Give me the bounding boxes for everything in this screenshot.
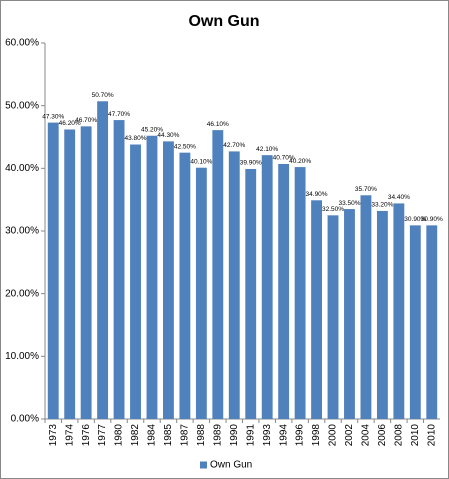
bar [64, 129, 76, 420]
bar [426, 225, 438, 419]
bar [195, 167, 207, 419]
bar [245, 168, 257, 419]
y-tick-label: 20.00% [5, 288, 39, 299]
x-tick-label: 1976 [81, 424, 92, 447]
bar [130, 144, 141, 419]
bar [47, 122, 59, 419]
x-tick-label: 1985 [163, 424, 174, 447]
y-tick-label: 60.00% [5, 38, 39, 49]
bar [409, 225, 421, 419]
data-label: 46.70% [75, 117, 97, 124]
data-label: 46.20% [59, 120, 81, 127]
x-tick-label: 1980 [114, 424, 125, 447]
x-tick-label: 1977 [97, 424, 108, 447]
data-label: 33.20% [371, 202, 393, 209]
bar [294, 167, 306, 419]
data-label: 43.80% [124, 135, 146, 142]
bar [97, 101, 109, 419]
y-tick-label: 50.00% [5, 100, 39, 111]
data-label: 45.20% [141, 126, 163, 133]
x-tick-label: 1988 [196, 424, 207, 447]
x-tick-label: 1994 [278, 424, 289, 447]
data-label: 40.70% [273, 155, 295, 162]
data-label: 40.10% [190, 158, 212, 165]
data-label: 46.10% [207, 121, 229, 128]
data-label: 35.70% [355, 186, 377, 193]
bar [393, 203, 405, 419]
x-tick-label: 1998 [311, 424, 322, 447]
y-tick-label: 40.00% [5, 163, 39, 174]
x-tick-label: 2004 [361, 424, 372, 447]
x-tick-label: 1991 [245, 424, 256, 447]
data-label: 47.30% [42, 113, 64, 120]
x-tick-label: 1987 [180, 424, 191, 447]
x-tick-label: 1990 [229, 424, 240, 447]
bar [163, 141, 174, 420]
x-tick-label: 2010 [410, 424, 421, 447]
x-tick-label: 1973 [48, 424, 59, 447]
x-tick-label: 1974 [64, 424, 75, 447]
bar [360, 195, 372, 419]
bar [179, 152, 191, 419]
bar [261, 155, 273, 419]
data-label: 34.90% [306, 191, 328, 198]
data-label: 50.70% [92, 92, 114, 99]
data-label: 30.90% [404, 216, 426, 223]
bar [376, 210, 388, 419]
x-tick-label: 2002 [344, 424, 355, 447]
x-tick-label: 1984 [147, 424, 158, 447]
bar [327, 215, 339, 419]
bar [278, 163, 290, 419]
legend-label: Own Gun [210, 460, 252, 471]
data-label: 30.90% [421, 216, 443, 223]
data-label: 34.40% [388, 194, 410, 201]
bar [212, 130, 224, 419]
data-label: 32.50% [322, 206, 344, 213]
x-tick-label: 2008 [393, 424, 404, 447]
bar [146, 135, 158, 419]
y-tick-label: 10.00% [5, 351, 39, 362]
x-tick-label: 1982 [130, 424, 141, 447]
x-tick-label: 2010 [426, 424, 437, 447]
x-tick-label: 1996 [295, 424, 306, 447]
bar [80, 126, 92, 419]
bar [344, 209, 355, 419]
y-tick-label: 30.00% [5, 226, 39, 237]
data-label: 44.30% [157, 132, 179, 139]
data-label: 47.70% [108, 111, 130, 118]
x-tick-label: 1993 [262, 424, 273, 447]
data-label: 42.10% [256, 146, 278, 153]
data-label: 42.50% [174, 143, 196, 150]
y-tick-label: 0.00% [11, 414, 39, 425]
legend-swatch [200, 461, 207, 469]
bar [113, 120, 125, 419]
x-tick-label: 2000 [328, 424, 339, 447]
x-tick-label: 1989 [212, 424, 223, 447]
data-label: 40.20% [289, 158, 311, 165]
data-label: 39.90% [240, 160, 262, 167]
x-tick-label: 2006 [377, 424, 388, 447]
bar [311, 200, 322, 419]
chart-title: Own Gun [188, 13, 259, 30]
data-label: 42.70% [223, 142, 245, 149]
bar [228, 151, 240, 419]
data-label: 33.50% [338, 200, 360, 207]
